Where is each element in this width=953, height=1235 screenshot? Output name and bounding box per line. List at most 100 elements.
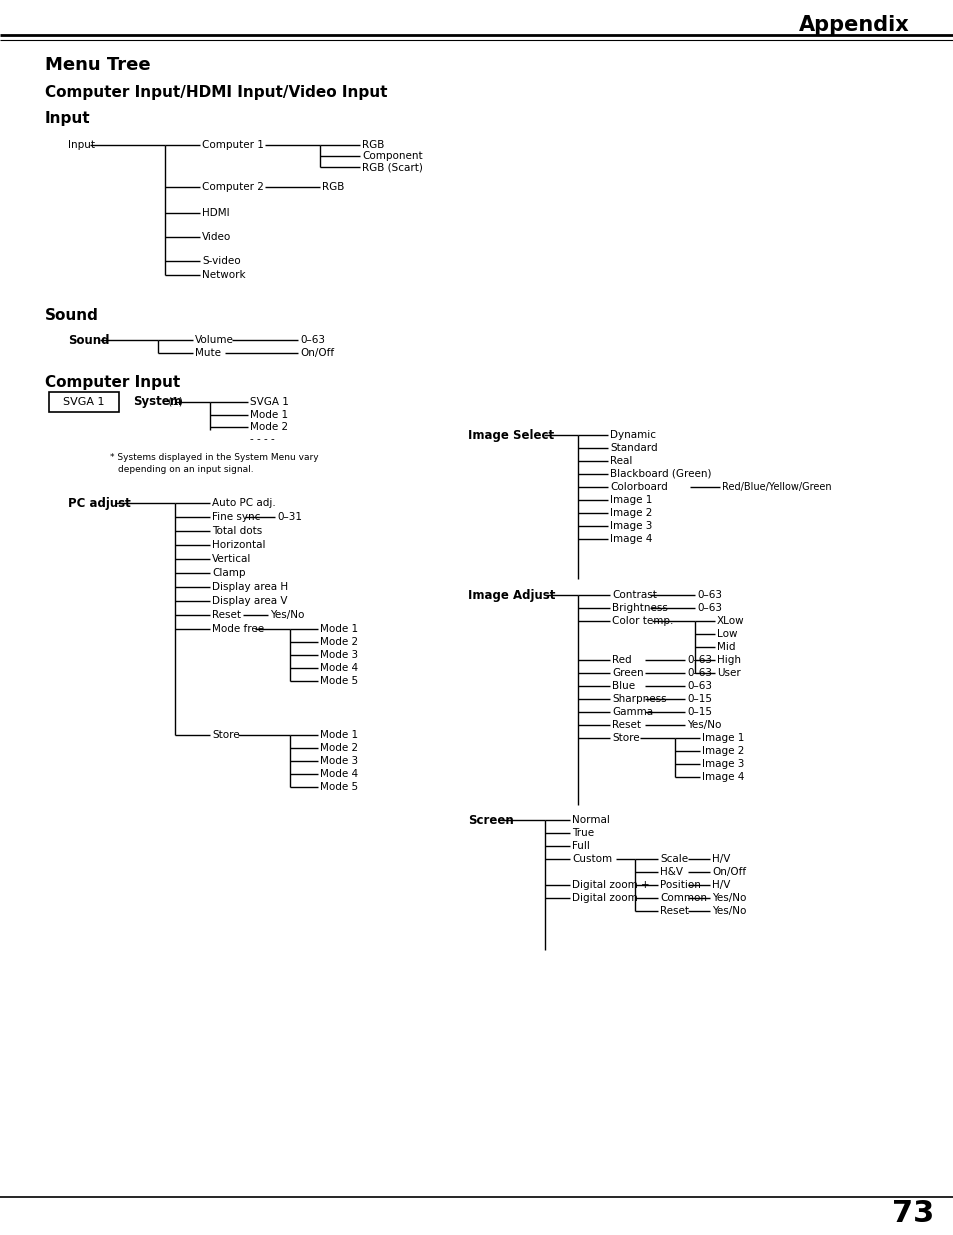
Text: Mode 1: Mode 1 xyxy=(319,730,357,740)
Text: (1): (1) xyxy=(165,396,183,408)
Text: Yes/No: Yes/No xyxy=(711,893,745,903)
Text: Colorboard: Colorboard xyxy=(609,482,667,492)
Text: 0–31: 0–31 xyxy=(276,513,302,522)
Text: H/V: H/V xyxy=(711,881,730,890)
Text: Mode 4: Mode 4 xyxy=(319,769,357,779)
Text: Clamp: Clamp xyxy=(212,568,245,578)
Text: Red/Blue/Yellow/Green: Red/Blue/Yellow/Green xyxy=(721,482,831,492)
Text: PC adjust: PC adjust xyxy=(68,496,131,510)
Text: Mode 2: Mode 2 xyxy=(319,637,357,647)
Text: Contrast: Contrast xyxy=(612,590,657,600)
Text: Blackboard (Green): Blackboard (Green) xyxy=(609,469,711,479)
Text: Mode 3: Mode 3 xyxy=(319,650,357,659)
Text: Mode 5: Mode 5 xyxy=(319,782,357,792)
Text: Blue: Blue xyxy=(612,680,635,692)
Text: Video: Video xyxy=(202,232,231,242)
Text: Computer 1: Computer 1 xyxy=(202,140,264,149)
Text: Image Adjust: Image Adjust xyxy=(468,589,555,601)
Text: Sound: Sound xyxy=(45,308,99,322)
Text: Volume: Volume xyxy=(194,335,233,345)
Text: XLow: XLow xyxy=(717,616,744,626)
Text: Digital zoom +: Digital zoom + xyxy=(572,881,649,890)
Text: Brightness: Brightness xyxy=(612,603,667,613)
Text: Display area H: Display area H xyxy=(212,582,288,592)
Text: Auto PC adj.: Auto PC adj. xyxy=(212,498,275,508)
Text: Mid: Mid xyxy=(717,642,735,652)
Text: RGB (Scart): RGB (Scart) xyxy=(361,162,422,172)
Text: User: User xyxy=(717,668,740,678)
Text: True: True xyxy=(572,827,594,839)
Text: Real: Real xyxy=(609,456,632,466)
Text: 0–15: 0–15 xyxy=(686,694,711,704)
Text: Image 1: Image 1 xyxy=(701,734,743,743)
Text: Network: Network xyxy=(202,270,245,280)
Text: Mode 3: Mode 3 xyxy=(319,756,357,766)
Text: On/Off: On/Off xyxy=(711,867,745,877)
Text: - - - -: - - - - xyxy=(250,433,274,445)
Text: depending on an input signal.: depending on an input signal. xyxy=(118,464,253,473)
Text: Screen: Screen xyxy=(468,814,514,826)
Text: 0–63: 0–63 xyxy=(697,590,721,600)
Text: Mode 2: Mode 2 xyxy=(319,743,357,753)
Text: Input: Input xyxy=(68,140,95,149)
Text: Image 4: Image 4 xyxy=(609,534,652,543)
Text: Store: Store xyxy=(212,730,239,740)
Text: Reset: Reset xyxy=(659,906,688,916)
Text: SVGA 1: SVGA 1 xyxy=(63,396,105,408)
Text: Image 3: Image 3 xyxy=(609,521,652,531)
Text: Mode 1: Mode 1 xyxy=(319,624,357,634)
Text: Reset: Reset xyxy=(612,720,640,730)
Text: Display area V: Display area V xyxy=(212,597,287,606)
Text: Yes/No: Yes/No xyxy=(711,906,745,916)
Text: Total dots: Total dots xyxy=(212,526,262,536)
Text: Computer Input/HDMI Input/Video Input: Computer Input/HDMI Input/Video Input xyxy=(45,84,387,100)
Text: 0–63: 0–63 xyxy=(686,655,711,664)
Text: Image 1: Image 1 xyxy=(609,495,652,505)
Text: Reset: Reset xyxy=(212,610,241,620)
Text: Dynamic: Dynamic xyxy=(609,430,656,440)
Text: Image 3: Image 3 xyxy=(701,760,743,769)
Text: Common: Common xyxy=(659,893,706,903)
Text: Digital zoom –: Digital zoom – xyxy=(572,893,645,903)
Text: RGB: RGB xyxy=(322,182,344,191)
Text: Full: Full xyxy=(572,841,589,851)
Text: Yes/No: Yes/No xyxy=(686,720,720,730)
Text: Appendix: Appendix xyxy=(799,15,909,35)
Text: Mode 4: Mode 4 xyxy=(319,663,357,673)
Text: Sharpness: Sharpness xyxy=(612,694,666,704)
Text: * Systems displayed in the System Menu vary: * Systems displayed in the System Menu v… xyxy=(110,452,318,462)
Text: Yes/No: Yes/No xyxy=(270,610,304,620)
Text: Horizontal: Horizontal xyxy=(212,540,265,550)
FancyBboxPatch shape xyxy=(49,391,119,412)
Text: System: System xyxy=(132,395,182,409)
Text: Low: Low xyxy=(717,629,737,638)
Text: Mode free: Mode free xyxy=(212,624,264,634)
Text: Standard: Standard xyxy=(609,443,657,453)
Text: Image 2: Image 2 xyxy=(609,508,652,517)
Text: 0–63: 0–63 xyxy=(686,668,711,678)
Text: On/Off: On/Off xyxy=(299,348,334,358)
Text: Vertical: Vertical xyxy=(212,555,251,564)
Text: Mode 1: Mode 1 xyxy=(250,410,288,420)
Text: Image 2: Image 2 xyxy=(701,746,743,756)
Text: Store: Store xyxy=(612,734,639,743)
Text: S-video: S-video xyxy=(202,256,240,266)
Text: Mute: Mute xyxy=(194,348,221,358)
Text: Green: Green xyxy=(612,668,643,678)
Text: Image Select: Image Select xyxy=(468,429,554,441)
Text: 0–63: 0–63 xyxy=(299,335,325,345)
Text: Mode 2: Mode 2 xyxy=(250,422,288,432)
Text: Mode 5: Mode 5 xyxy=(319,676,357,685)
Text: Red: Red xyxy=(612,655,631,664)
Text: SVGA 1: SVGA 1 xyxy=(250,396,289,408)
Text: Gamma: Gamma xyxy=(612,706,653,718)
Text: 0–63: 0–63 xyxy=(686,680,711,692)
Text: Fine sync: Fine sync xyxy=(212,513,260,522)
Text: 0–63: 0–63 xyxy=(697,603,721,613)
Text: Position: Position xyxy=(659,881,700,890)
Text: Custom: Custom xyxy=(572,853,612,864)
Text: Computer 2: Computer 2 xyxy=(202,182,264,191)
Text: Sound: Sound xyxy=(68,333,110,347)
Text: Computer Input: Computer Input xyxy=(45,375,180,390)
Text: HDMI: HDMI xyxy=(202,207,230,219)
